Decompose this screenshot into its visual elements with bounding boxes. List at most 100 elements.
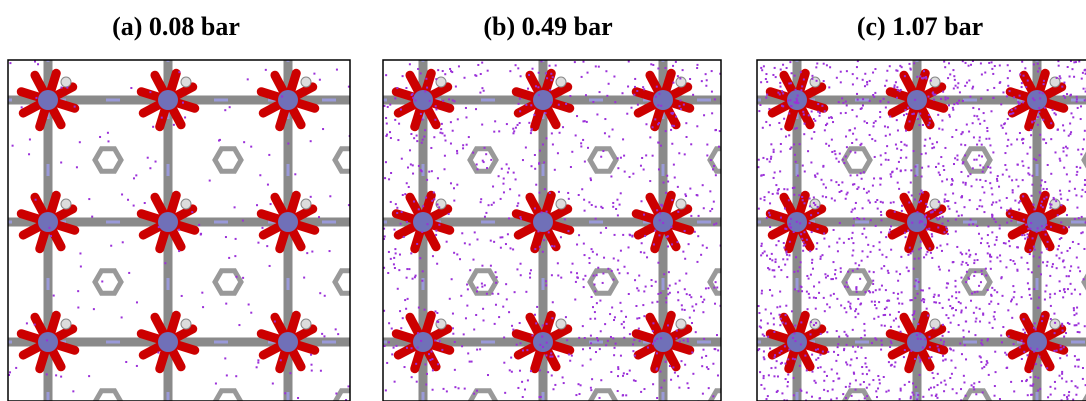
adsorbate bbox=[429, 100, 431, 102]
adsorbate bbox=[1023, 318, 1025, 320]
adsorbate bbox=[918, 357, 920, 359]
adsorbate bbox=[1008, 176, 1010, 178]
adsorbate bbox=[549, 192, 551, 194]
adsorbate bbox=[914, 175, 916, 177]
adsorbate bbox=[490, 159, 492, 161]
adsorbate bbox=[1014, 107, 1016, 109]
adsorbate bbox=[1057, 214, 1059, 216]
adsorbate bbox=[815, 382, 817, 384]
adsorbate bbox=[1074, 289, 1076, 291]
adsorbate bbox=[949, 348, 951, 350]
adsorbate bbox=[623, 372, 625, 374]
hub bbox=[61, 319, 71, 329]
adsorbate bbox=[767, 267, 769, 269]
adsorbate bbox=[539, 246, 541, 248]
adsorbate bbox=[1041, 225, 1043, 227]
adsorbate bbox=[981, 339, 983, 341]
adsorbate bbox=[941, 180, 943, 182]
adsorbate bbox=[1030, 376, 1032, 378]
adsorbate bbox=[1053, 350, 1055, 352]
adsorbate bbox=[1066, 275, 1068, 277]
adsorbate bbox=[796, 221, 798, 223]
adsorbate bbox=[534, 207, 536, 209]
adsorbate bbox=[424, 129, 426, 131]
adsorbate bbox=[982, 391, 984, 393]
adsorbate bbox=[519, 370, 521, 372]
adsorbate bbox=[1063, 150, 1065, 152]
adsorbate bbox=[485, 153, 487, 155]
adsorbate bbox=[989, 144, 991, 146]
adsorbate bbox=[884, 325, 886, 327]
adsorbate bbox=[557, 262, 559, 264]
adsorbate bbox=[880, 231, 882, 233]
adsorbate bbox=[994, 318, 996, 320]
adsorbate bbox=[872, 379, 874, 381]
adsorbate bbox=[758, 110, 760, 112]
adsorbate bbox=[845, 101, 847, 103]
adsorbate bbox=[920, 200, 922, 202]
adsorbate bbox=[634, 78, 636, 80]
adsorbate bbox=[1063, 82, 1065, 84]
adsorbate bbox=[985, 180, 987, 182]
adsorbate bbox=[398, 123, 400, 125]
adsorbate bbox=[1006, 354, 1008, 356]
adsorbate bbox=[1021, 380, 1023, 382]
adsorbate bbox=[1061, 252, 1063, 254]
adsorbate bbox=[659, 234, 661, 236]
adsorbate bbox=[476, 390, 478, 392]
adsorbate bbox=[689, 317, 691, 319]
adsorbate bbox=[786, 258, 788, 260]
adsorbate bbox=[1049, 275, 1051, 277]
adsorbate bbox=[878, 379, 880, 381]
adsorbate bbox=[1039, 191, 1041, 193]
adsorbate bbox=[932, 92, 934, 94]
snapshots bbox=[0, 0, 1086, 401]
adsorbate bbox=[890, 340, 892, 342]
adsorbate bbox=[1050, 226, 1052, 228]
adsorbate bbox=[428, 353, 430, 355]
adsorbate bbox=[823, 238, 825, 240]
adsorbate bbox=[793, 143, 795, 145]
adsorbate bbox=[821, 254, 823, 256]
adsorbate bbox=[1033, 63, 1035, 65]
adsorbate bbox=[1037, 70, 1039, 72]
adsorbate bbox=[1000, 277, 1002, 279]
adsorbate bbox=[896, 148, 898, 150]
adsorbate bbox=[809, 222, 811, 224]
adsorbate bbox=[529, 277, 531, 279]
adsorbate bbox=[823, 63, 825, 65]
adsorbate bbox=[445, 140, 447, 142]
adsorbate bbox=[329, 250, 331, 252]
adsorbate bbox=[514, 291, 516, 293]
adsorbate bbox=[1063, 346, 1065, 348]
adsorbate bbox=[834, 150, 836, 152]
adsorbate bbox=[718, 146, 720, 148]
adsorbate bbox=[779, 324, 781, 326]
adsorbate bbox=[778, 266, 780, 268]
adsorbate bbox=[502, 306, 504, 308]
adsorbate bbox=[946, 178, 948, 180]
adsorbate bbox=[763, 350, 765, 352]
adsorbate bbox=[173, 124, 175, 126]
adsorbate bbox=[656, 86, 658, 88]
adsorbate bbox=[698, 215, 700, 217]
adsorbate bbox=[770, 367, 772, 369]
adsorbate bbox=[940, 156, 942, 158]
adsorbate bbox=[910, 350, 912, 352]
adsorbate bbox=[591, 204, 593, 206]
adsorbate bbox=[913, 62, 915, 64]
adsorbate bbox=[961, 309, 963, 311]
adsorbate bbox=[852, 73, 854, 75]
adsorbate bbox=[1016, 303, 1018, 305]
adsorbate bbox=[1010, 208, 1012, 210]
adsorbate bbox=[474, 231, 476, 233]
adsorbate bbox=[1026, 262, 1028, 264]
adsorbate bbox=[596, 337, 598, 339]
adsorbate bbox=[929, 118, 931, 120]
adsorbate bbox=[335, 328, 337, 330]
adsorbate bbox=[969, 199, 971, 201]
adsorbate bbox=[951, 373, 953, 375]
adsorbate bbox=[911, 222, 913, 224]
adsorbate bbox=[1033, 158, 1035, 160]
adsorbate bbox=[467, 288, 469, 290]
